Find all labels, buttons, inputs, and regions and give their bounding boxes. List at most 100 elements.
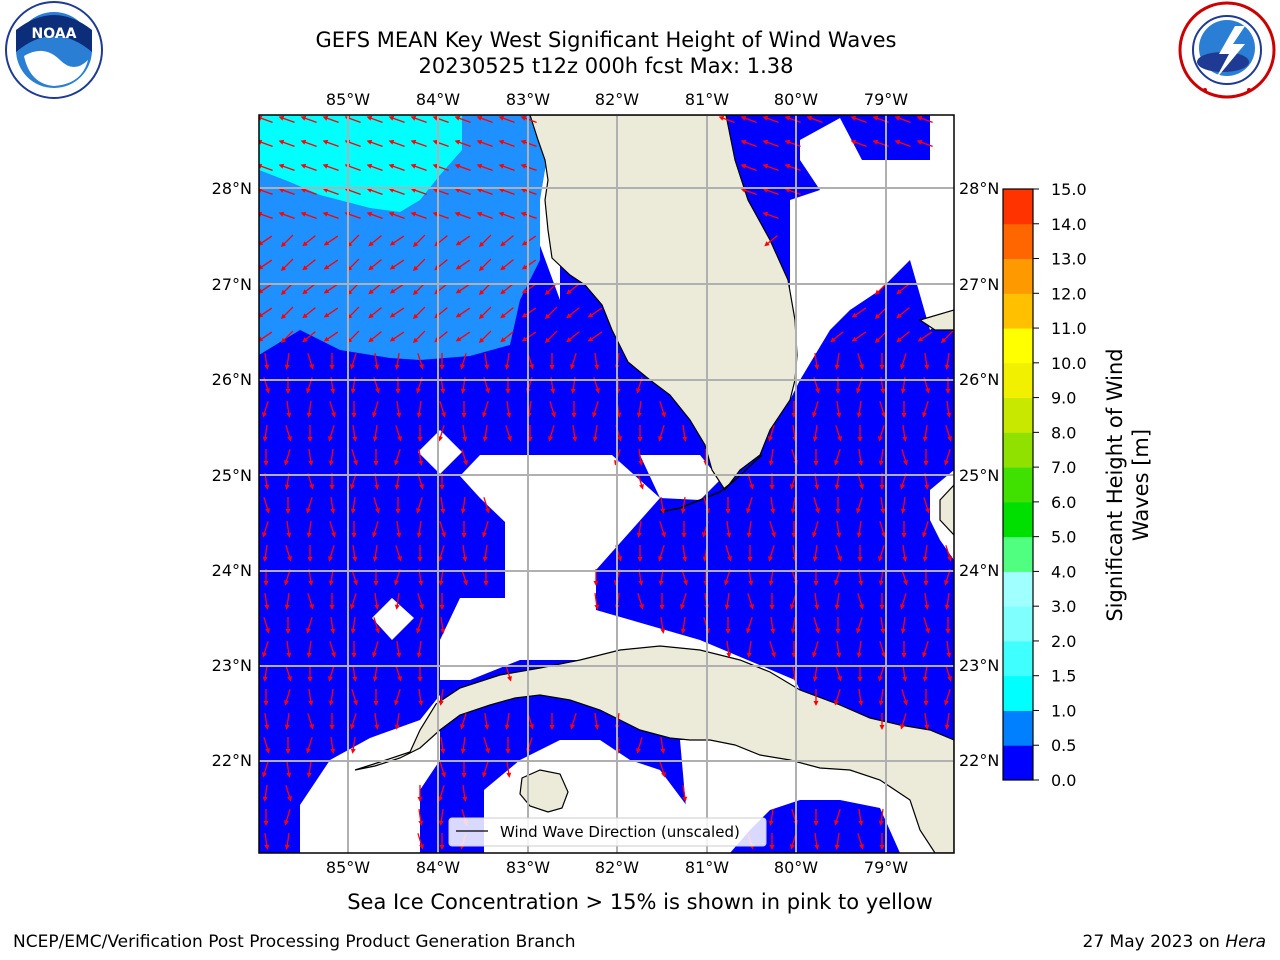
wave-direction-arrowhead [830, 337, 836, 343]
wave-direction-arrow [414, 330, 426, 342]
wave-direction-arrow [546, 330, 558, 342]
wave-direction-arrowhead [366, 139, 373, 145]
wave-direction-arrowhead [284, 820, 289, 826]
land-bahamas [918, 309, 954, 331]
wave-direction-arrow [369, 188, 383, 196]
wave-direction-arrow [440, 497, 444, 511]
wave-direction-arrowhead [916, 139, 923, 145]
wave-direction-arrowhead [461, 773, 467, 778]
wave-direction-arrow [748, 521, 752, 535]
wave-direction-arrowhead [263, 581, 269, 586]
wave-direction-arrowhead [815, 508, 820, 514]
wave-direction-arrow [835, 689, 841, 703]
wave-direction-arrowhead [394, 724, 400, 730]
wave-direction-arrowhead [438, 820, 444, 826]
wave-direction-arrowhead [814, 484, 820, 490]
wave-direction-arrowhead [725, 509, 731, 514]
wave-direction-arrowhead [813, 821, 819, 826]
wave-direction-arrow [523, 259, 537, 269]
wave-direction-arrow [307, 353, 313, 367]
wave-direction-arrowhead [482, 412, 487, 418]
wave-direction-arrowhead [439, 485, 445, 490]
wave-direction-arrow [813, 617, 819, 631]
wave-direction-arrow [303, 164, 317, 172]
wave-direction-arrow [440, 809, 444, 823]
lon-labels-bottom: 85°W 84°W 83°W 82°W 81°W 80°W 79°W [326, 858, 908, 877]
lon-label: 80°W [774, 858, 818, 877]
wave-direction-arrowhead [375, 628, 380, 634]
wave-direction-arrow [682, 545, 686, 559]
wave-direction-arrowhead [812, 436, 818, 442]
wave-direction-arrow [502, 331, 514, 341]
wave-direction-arrow [329, 665, 335, 679]
wave-direction-arrowhead [278, 211, 285, 217]
wave-direction-arrowhead [872, 139, 879, 145]
wave-direction-arrow [901, 689, 907, 703]
wave-direction-arrowhead [463, 460, 468, 466]
wave-direction-arrowhead [925, 508, 930, 514]
lon-label: 81°W [685, 858, 729, 877]
wave-direction-arrowhead [307, 557, 313, 562]
wave-direction-arrowhead [262, 796, 268, 802]
wave-direction-arrow [594, 425, 598, 439]
wave-direction-arrowhead [455, 336, 462, 342]
wave-direction-arrow [457, 331, 471, 341]
wave-direction-arrowhead [661, 412, 666, 418]
wave-direction-arrowhead [441, 412, 446, 418]
wave-direction-arrow [589, 307, 603, 317]
wave-direction-arrow [462, 425, 466, 439]
wave-direction-arrowhead [461, 533, 467, 538]
wave-direction-arrowhead [455, 312, 462, 318]
wave-direction-arrowhead [724, 580, 729, 586]
wave-direction-arrow [391, 331, 405, 341]
wave-direction-arrowhead [350, 388, 356, 394]
colorbar-tick-label: 3.0 [1051, 597, 1076, 616]
wave-direction-arrow [264, 353, 268, 367]
colorbar-bin [1003, 536, 1033, 572]
wave-direction-arrowhead [947, 676, 952, 682]
wave-direction-arrowhead [482, 556, 488, 562]
wave-direction-arrow [347, 164, 361, 172]
wave-direction-arrow [501, 116, 515, 124]
lat-label: 22°N [212, 751, 252, 770]
wave-direction-arrowhead [587, 312, 594, 318]
wave-direction-arrowhead [922, 412, 927, 418]
wave-direction-arrow [391, 212, 405, 220]
wave-direction-arrow [721, 116, 735, 124]
wave-direction-arrowhead [284, 460, 289, 466]
wave-direction-arrowhead [483, 581, 489, 586]
wave-direction-arrow [395, 689, 401, 703]
wave-direction-arrowhead [901, 533, 907, 538]
wave-direction-arrowhead [859, 484, 864, 490]
wave-direction-arrowhead [924, 484, 930, 490]
wave-direction-arrowhead [925, 628, 930, 634]
wave-direction-arrowhead [302, 241, 308, 247]
wave-direction-arrowhead [352, 436, 358, 442]
wave-direction-arrow [373, 401, 379, 415]
wave-direction-arrowhead [500, 337, 506, 343]
wave-direction-arrow [505, 425, 511, 439]
wave-direction-arrowhead [498, 211, 505, 217]
wave-direction-arrowhead [330, 748, 336, 754]
land-isle-of-youth [519, 769, 569, 813]
wave-direction-arrow [457, 164, 471, 172]
wave-direction-arrowhead [350, 508, 356, 514]
wave-direction-arrowhead [454, 163, 461, 169]
wave-direction-arrow [439, 545, 445, 559]
wave-direction-arrowhead [835, 389, 841, 394]
wave-direction-arrowhead [814, 604, 820, 610]
wave-direction-arrowhead [638, 460, 644, 466]
wave-direction-arrowhead [438, 556, 443, 562]
wave-direction-arrowhead [389, 288, 396, 294]
wave-direction-arrow [571, 353, 577, 367]
lat-label: 23°N [212, 656, 252, 675]
wave-direction-arrowhead [834, 820, 839, 826]
wave-direction-arrowhead [903, 700, 908, 706]
wave-direction-arrowhead [658, 556, 663, 562]
wave-direction-arrow [897, 140, 911, 148]
wave-direction-arrow [809, 116, 823, 124]
wave-direction-arrowhead [306, 772, 312, 778]
wave-direction-arrow [325, 331, 339, 341]
wave-direction-arrow [374, 425, 378, 439]
wave-direction-arrowhead [259, 211, 263, 217]
